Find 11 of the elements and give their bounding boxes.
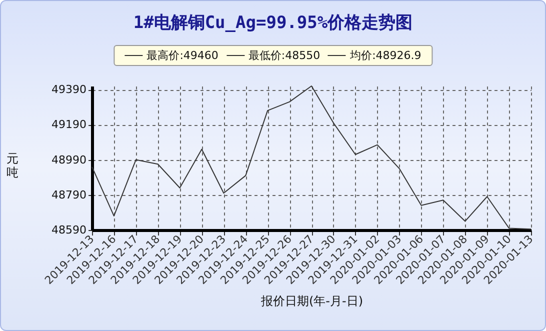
y-axis-title: 元吨	[6, 152, 18, 180]
text: 最高价:49460	[146, 49, 218, 62]
y-tick-label: 49190	[52, 118, 86, 132]
y-tick-label: 49390	[52, 83, 86, 96]
text: 最低价:48550	[248, 49, 320, 62]
text: 均价:48926.9	[350, 49, 422, 62]
chart-title: 1#电解铜Cu_Ag=99.95%价格走势图	[132, 12, 414, 34]
x-axis-title: 报价日期(年-月-日)	[260, 294, 364, 308]
y-tick-label: 48790	[52, 188, 86, 202]
y-tick-label: 48590	[52, 224, 86, 236]
y-tick-label: 48990	[52, 153, 86, 166]
